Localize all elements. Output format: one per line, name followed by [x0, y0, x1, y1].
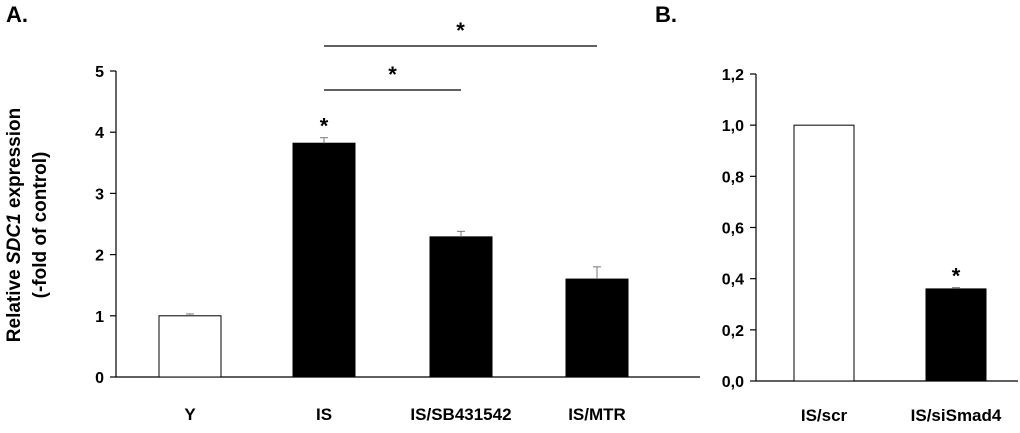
bar: [158, 315, 222, 378]
bar: [793, 124, 855, 382]
category-label: IS/SB431542: [410, 405, 511, 424]
y-axis-label-suffix: expression: [4, 108, 25, 214]
significance-star: *: [320, 114, 329, 139]
category-label: Y: [184, 405, 196, 424]
y-tick-label: 0,0: [722, 374, 744, 391]
panel-a-label: A.: [6, 2, 28, 27]
panel-b-label: B.: [655, 2, 677, 27]
bar: [565, 278, 629, 378]
category-label: IS: [316, 405, 332, 424]
bracket-star: *: [388, 62, 397, 87]
y-tick-label: 0,8: [722, 169, 744, 186]
bar: [429, 236, 493, 378]
category-label: IS/scr: [801, 406, 848, 425]
bracket-star: *: [456, 18, 465, 43]
y-tick-label: 1,0: [722, 118, 744, 135]
bar: [292, 142, 356, 378]
y-tick-label: 0,2: [722, 323, 744, 340]
category-label: IS/MTR: [568, 405, 626, 424]
y-tick-label: 0,6: [722, 221, 744, 238]
panel-b-chart: 0,0 0,2 0,4 0,6 0,8 1,0 1,2 IS/scr * IS/siSmad4: [722, 67, 1018, 425]
bar: [925, 288, 987, 382]
panel-a-chart: 0 1 2 3 4 5 Y * IS IS/SB431542 IS/MTR * *: [95, 18, 700, 424]
y-axis-label-line1: Relative SDC1 expression: [4, 108, 25, 342]
y-axis-label-gene: SDC1: [4, 213, 25, 264]
y-tick-label: 5: [95, 64, 104, 81]
y-tick-label: 1,2: [722, 67, 744, 84]
category-label: IS/siSmad4: [911, 406, 1002, 425]
y-axis-label-line2: (-fold of control): [30, 152, 51, 299]
significance-star: *: [952, 264, 961, 289]
y-tick-label: 3: [95, 186, 104, 203]
y-axis-label-prefix: Relative: [4, 264, 25, 342]
y-tick-label: 2: [95, 248, 104, 265]
y-tick-label: 0,4: [722, 272, 744, 289]
y-tick-label: 0: [95, 370, 104, 387]
y-tick-label: 4: [95, 125, 104, 142]
y-tick-label: 1: [95, 309, 104, 326]
